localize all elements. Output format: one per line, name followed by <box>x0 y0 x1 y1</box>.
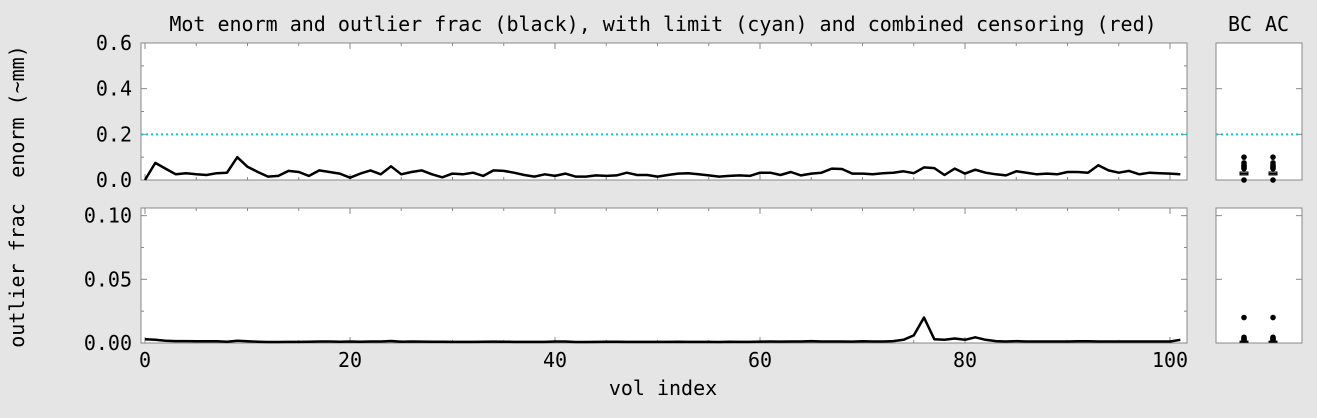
outlier-bc-boxplot-outlier <box>1241 314 1247 321</box>
side-label-ac: AC <box>1265 12 1289 36</box>
x-axis-label: vol index <box>609 376 717 400</box>
plot-area: 0.0 0.2 0.4 0.6 enorm (~mm) 0.00 0.05 0.10 outli… <box>5 31 1303 372</box>
enorm-y-axis-label: enorm (~mm) <box>5 45 29 177</box>
xtick-label: 40 <box>543 348 567 372</box>
outlier-panel <box>140 207 1188 344</box>
outlier-ytick-label: 0.00 <box>84 331 132 355</box>
enorm-bc-boxplot-outlier <box>1241 177 1247 183</box>
outlier-ac-boxplot-outlier <box>1270 334 1276 341</box>
xtick-label: 20 <box>338 348 362 372</box>
enorm-ac-boxplot-outlier <box>1270 177 1276 183</box>
enorm-ytick-label: 0.4 <box>96 77 132 101</box>
xtick-label: 60 <box>748 348 772 372</box>
outlier-bc-boxplot-outlier <box>1241 334 1247 341</box>
enorm-ytick-label: 0.2 <box>96 122 132 146</box>
chart-title: Mot enorm and outlier frac (black), with… <box>169 12 1156 36</box>
xtick-label: 100 <box>1152 348 1188 372</box>
enorm-panel <box>140 42 1188 181</box>
outlier-y-axis-label: outlier frac <box>5 203 29 348</box>
enorm-side-panel <box>1215 42 1303 181</box>
side-label-bc: BC <box>1228 12 1252 36</box>
enorm-series-line <box>143 155 1181 181</box>
enorm-ac-boxplot-outlier <box>1270 160 1276 166</box>
outlier-ytick-label: 0.05 <box>84 267 132 291</box>
outlier-series-line <box>144 316 1181 344</box>
xtick-label: 0 <box>139 348 151 372</box>
outlier-ac-boxplot-outlier <box>1270 314 1276 321</box>
enorm-bc-boxplot-outlier <box>1241 160 1247 166</box>
enorm-bc-boxplot-outlier <box>1241 154 1247 160</box>
xtick-label: 80 <box>953 348 977 372</box>
enorm-ac-boxplot-outlier <box>1270 154 1276 160</box>
enorm-ytick-label: 0.0 <box>96 168 132 192</box>
outlier-ytick-label: 0.10 <box>84 204 132 228</box>
outlier-side-panel <box>1215 207 1303 344</box>
enorm-ytick-label: 0.6 <box>96 31 132 55</box>
